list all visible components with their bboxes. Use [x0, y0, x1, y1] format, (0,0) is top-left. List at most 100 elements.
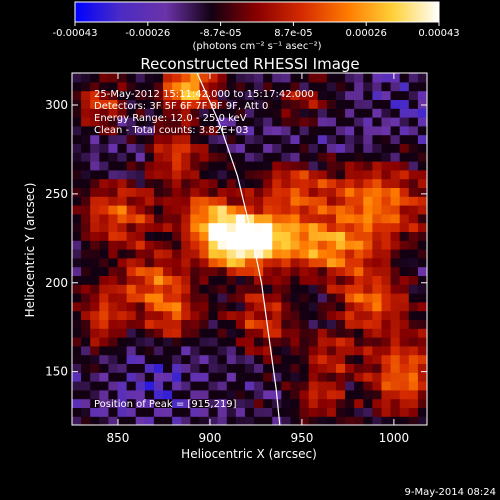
heatmap-cell	[172, 257, 182, 268]
heatmap-cell	[272, 301, 282, 312]
heatmap-cell	[263, 275, 273, 285]
heatmap-cell	[417, 187, 427, 197]
heatmap-cell	[81, 284, 91, 294]
heatmap-cell	[254, 196, 264, 206]
heatmap-cell	[199, 328, 210, 338]
heatmap-cell	[363, 301, 373, 312]
heatmap-cell	[299, 143, 310, 153]
heatmap-cell	[153, 301, 164, 312]
heatmap-cell	[372, 372, 383, 382]
heatmap-cell	[135, 266, 146, 276]
heatmap-cell	[317, 196, 328, 206]
heatmap-cell	[254, 90, 264, 100]
heatmap-cell	[163, 354, 173, 364]
heatmap-cell	[281, 187, 292, 197]
heatmap-cell	[135, 328, 146, 338]
heatmap-cell	[90, 99, 100, 109]
heatmap-cell	[163, 187, 173, 197]
heatmap-cell	[81, 389, 91, 400]
heatmap-cell	[226, 196, 237, 206]
heatmap-cell	[290, 90, 301, 100]
heatmap-cell	[290, 240, 301, 250]
heatmap-cell	[281, 284, 292, 294]
heatmap-cell	[335, 108, 346, 118]
heatmap-cell	[372, 152, 383, 162]
colorbar-tick-label: -8.7e-05	[200, 28, 242, 39]
heatmap-cell	[135, 108, 146, 118]
heatmap-cell	[363, 222, 373, 232]
heatmap-cell	[144, 187, 155, 197]
heatmap-cell	[244, 301, 255, 312]
heatmap-cell	[226, 266, 237, 276]
heatmap-cell	[363, 161, 373, 171]
heatmap-cell	[226, 389, 237, 400]
heatmap-cell	[117, 398, 128, 408]
heatmap-cell	[281, 310, 292, 320]
heatmap-cell	[108, 319, 119, 329]
heatmap-cell	[299, 178, 310, 188]
heatmap-cell	[354, 161, 364, 171]
heatmap-cell	[254, 301, 264, 312]
heatmap-cell	[308, 81, 319, 92]
heatmap-cell	[390, 337, 401, 347]
heatmap-cell	[363, 90, 373, 100]
heatmap-cell	[299, 257, 310, 268]
heatmap-cell	[90, 90, 100, 100]
heatmap-cell	[417, 389, 427, 400]
heatmap-cell	[390, 152, 401, 162]
heatmap-cell	[72, 169, 82, 180]
heatmap-cell	[81, 416, 91, 425]
heatmap-cell	[153, 354, 164, 364]
heatmap-cell	[199, 275, 210, 285]
heatmap-cell	[290, 328, 301, 338]
heatmap-cell	[81, 293, 91, 303]
heatmap-cell	[208, 337, 219, 347]
heatmap-cell	[199, 213, 210, 224]
heatmap-cell	[399, 117, 410, 127]
heatmap-cell	[326, 90, 337, 100]
heatmap-cell	[90, 117, 100, 127]
heatmap-cell	[299, 205, 310, 215]
heatmap-cell	[272, 222, 282, 232]
heatmap-cell	[108, 301, 119, 312]
heatmap-cell	[126, 266, 137, 276]
heatmap-cell	[81, 407, 91, 417]
heatmap-cell	[254, 398, 264, 408]
heatmap-cell	[326, 345, 337, 356]
heatmap-cell	[190, 222, 201, 232]
heatmap-cell	[345, 178, 355, 188]
heatmap-cell	[226, 152, 237, 162]
heatmap-cell	[254, 354, 264, 364]
heatmap-cell	[208, 187, 219, 197]
heatmap-cell	[381, 301, 392, 312]
heatmap-cell	[81, 301, 91, 312]
heatmap-cell	[172, 99, 182, 109]
heatmap-cell	[335, 416, 346, 425]
heatmap-cell	[217, 213, 228, 224]
heatmap-cell	[281, 222, 292, 232]
heatmap-cell	[244, 284, 255, 294]
heatmap-cell	[408, 125, 419, 136]
heatmap-cell	[390, 293, 401, 303]
heatmap-cell	[381, 205, 392, 215]
heatmap-cell	[408, 81, 419, 92]
heatmap-cell	[299, 301, 310, 312]
heatmap-cell	[399, 398, 410, 408]
heatmap-cell	[172, 416, 182, 425]
heatmap-cell	[299, 125, 310, 136]
heatmap-cell	[381, 293, 392, 303]
heatmap-cell	[299, 90, 310, 100]
heatmap-cell	[199, 99, 210, 109]
heatmap-cell	[317, 90, 328, 100]
heatmap-cell	[381, 363, 392, 373]
heatmap-cell	[272, 178, 282, 188]
heatmap-cell	[226, 169, 237, 180]
heatmap-cell	[244, 328, 255, 338]
heatmap-cell	[326, 310, 337, 320]
heatmap-cell	[390, 310, 401, 320]
heatmap-cell	[235, 134, 246, 144]
heatmap-cell	[254, 363, 264, 373]
heatmap-cell	[399, 196, 410, 206]
heatmap-cell	[308, 266, 319, 276]
heatmap-cell	[408, 310, 419, 320]
